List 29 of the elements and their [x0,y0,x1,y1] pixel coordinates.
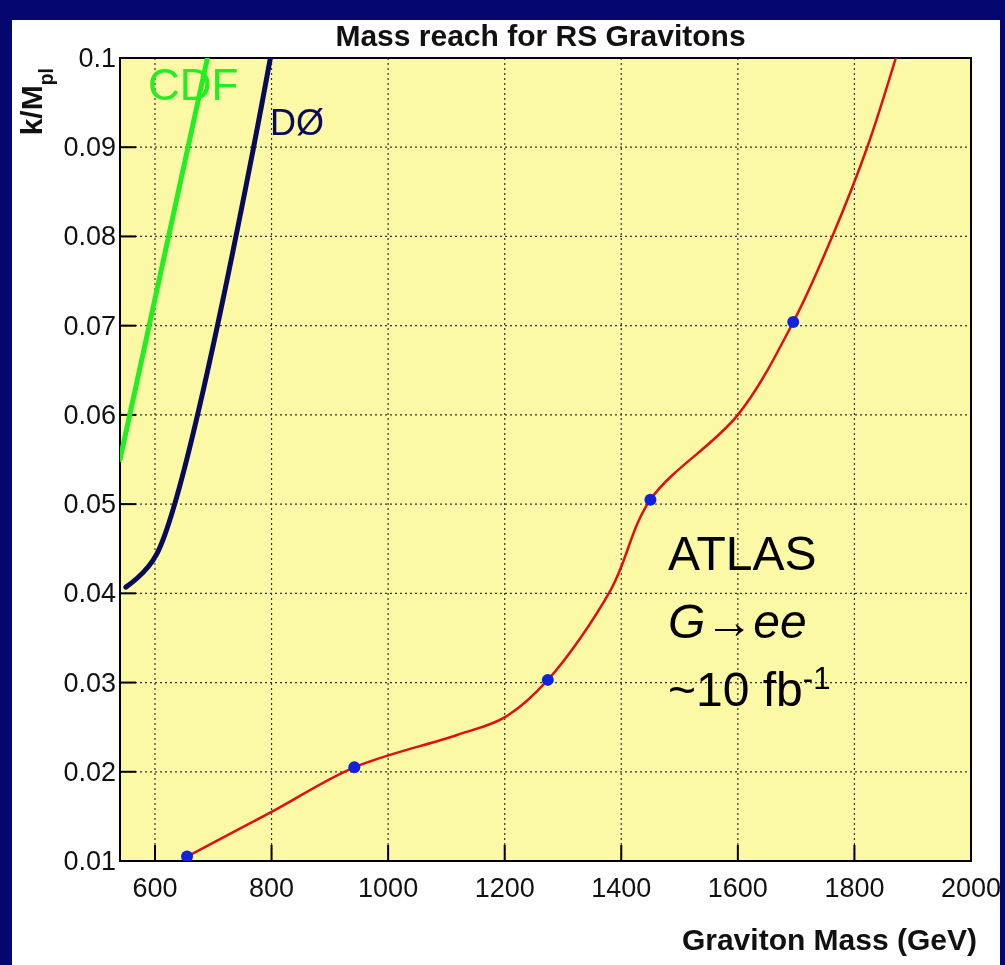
chart-title: Mass reach for RS Gravitons [335,19,746,52]
y-tick-label: 0.09 [63,132,116,163]
point [348,761,361,774]
x-axis-title: Graviton Mass (GeV) [681,923,977,956]
x-tick-label: 1000 [358,873,419,903]
y-tick-label: 0.05 [63,489,116,520]
annotation: G→ee [668,595,807,648]
x-tick-label: 800 [249,873,295,903]
x-tick-label: 600 [132,873,178,903]
y-tick-label: 0.1 [78,43,116,73]
series-label: DØ [270,102,324,143]
point [787,316,800,329]
y-tick-label: 0.01 [63,846,116,876]
x-tick-label: 1800 [824,873,885,903]
point [181,850,194,861]
y-tick-label: 0.02 [63,756,116,787]
x-tick-label: 1200 [474,873,535,903]
x-tick-label: 2000 [940,873,1002,903]
annotation: ~10 fb$^{-1}$ [668,660,831,716]
x-tick-label: 1600 [707,873,768,903]
y-tick-label: 0.08 [63,221,116,252]
y-tick-label: 0.07 [63,310,116,341]
x-tick-label: 1400 [591,873,652,903]
annotation: ATLAS [668,527,817,580]
point [644,493,657,506]
point [541,673,554,686]
y-tick-label: 0.06 [63,399,116,430]
y-tick-label: 0.04 [63,578,116,609]
y-tick-label: 0.03 [63,667,116,698]
